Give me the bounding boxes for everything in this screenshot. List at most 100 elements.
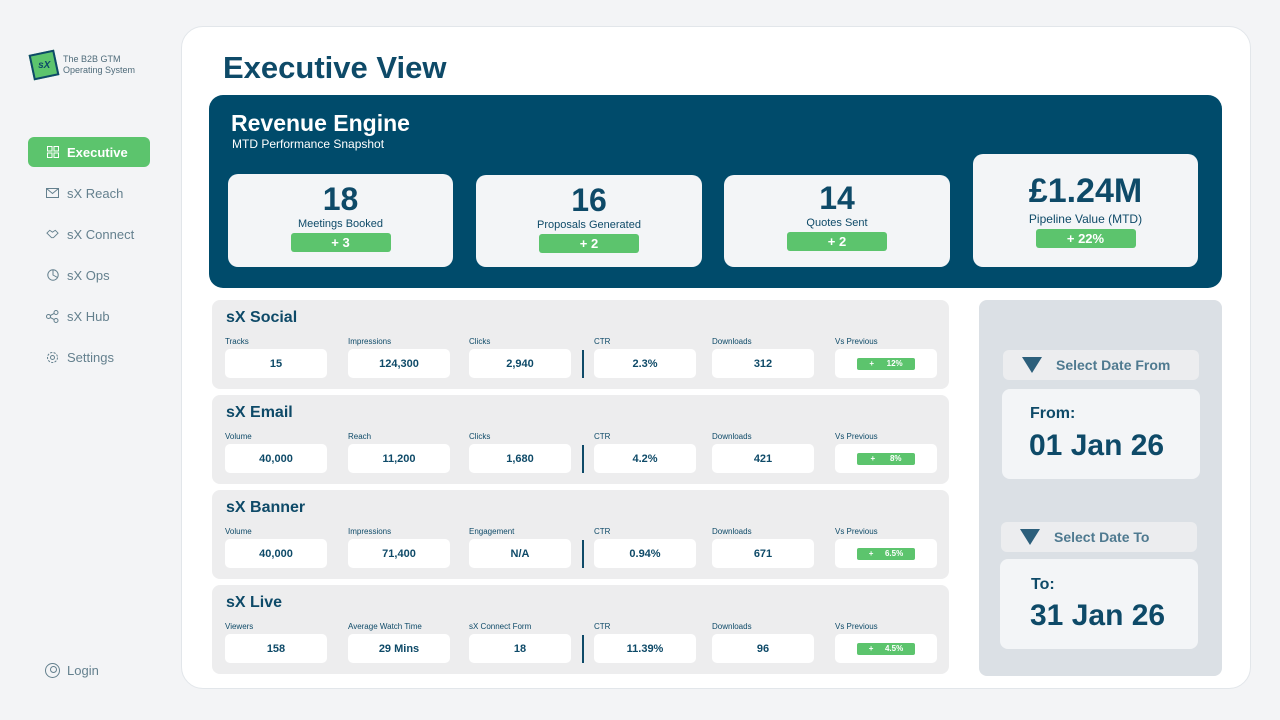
metric-label: Impressions: [348, 337, 392, 346]
metric-value: 312: [712, 349, 814, 378]
metric-label: CTR: [594, 527, 611, 536]
metric-label: Vs Previous: [835, 337, 878, 346]
triangle-down-icon: [1020, 529, 1040, 545]
metric-label: Downloads: [712, 432, 752, 441]
metric-col: CTR 0.94%: [594, 527, 696, 568]
metric-value: N/A: [469, 539, 571, 568]
metric-col: CTR 11.39%: [594, 622, 696, 663]
kpi-value: £1.24M: [1028, 172, 1143, 210]
date-from-value: 01 Jan 26: [1029, 429, 1165, 462]
metric-label: Impressions: [348, 527, 392, 536]
metric-col: Volume 40,000: [225, 432, 327, 473]
share-icon: [46, 309, 59, 323]
metric-col: CTR 4.2%: [594, 432, 696, 473]
kpi-card-pipeline: £1.24M Pipeline Value (MTD) + 22%: [973, 154, 1198, 267]
vs-previous-badge: +6.5%: [857, 547, 915, 560]
metric-label: Vs Previous: [835, 622, 878, 631]
metric-value: 124,300: [348, 349, 450, 378]
metric-col: sX Connect Form 18: [469, 622, 571, 663]
logo-mark: sX: [28, 49, 60, 81]
sidebar-item-sx-connect[interactable]: sX Connect: [28, 219, 150, 249]
login-label: Login: [67, 663, 99, 678]
select-date-to-dropdown[interactable]: Select Date To: [1001, 522, 1197, 552]
metric-col: Downloads 421: [712, 432, 814, 473]
metric-col: Vs Previous +6.5%: [835, 527, 937, 568]
metric-value: 40,000: [225, 539, 327, 568]
date-range-panel: Select Date From From: 01 Jan 26 Select …: [979, 300, 1222, 676]
metric-value: 11.39%: [594, 634, 696, 663]
metric-col: Tracks 15: [225, 337, 327, 378]
metric-label: Tracks: [225, 337, 249, 346]
vs-previous-badge: +4.5%: [857, 642, 915, 655]
vs-previous-cell: +4.5%: [835, 634, 937, 663]
sidebar-item-sx-ops[interactable]: sX Ops: [28, 260, 150, 290]
metric-value: 2,940: [469, 349, 571, 378]
kpi-card-proposals: 16 Proposals Generated + 2: [476, 175, 702, 267]
vs-previous-cell: +8%: [835, 444, 937, 473]
metric-label: Clicks: [469, 337, 491, 346]
kpi-value: 16: [571, 182, 607, 218]
pie-chart-icon: [46, 269, 59, 282]
channel-title: sX Email: [226, 404, 293, 421]
sidebar-nav: Executive sX Reach sX Connect sX Ops sX …: [28, 137, 150, 383]
grid-icon: [46, 146, 59, 159]
kpi-delta-badge: + 2: [539, 234, 639, 253]
metric-label: CTR: [594, 337, 611, 346]
metric-col: Reach 11,200: [348, 432, 450, 473]
user-icon: [45, 663, 60, 678]
handshake-icon: [46, 228, 59, 241]
select-date-to-label: Select Date To: [1054, 529, 1150, 545]
sidebar-item-settings[interactable]: Settings: [28, 342, 150, 372]
select-date-from-label: Select Date From: [1056, 357, 1171, 373]
metric-value: 2.3%: [594, 349, 696, 378]
mail-icon: [46, 187, 59, 200]
metric-label: Vs Previous: [835, 527, 878, 536]
logo-tagline: The B2B GTM Operating System: [63, 54, 136, 75]
metric-label: Volume: [225, 527, 252, 536]
sidebar-item-label: sX Ops: [67, 267, 110, 283]
metric-label: Downloads: [712, 527, 752, 536]
sidebar-item-label: sX Reach: [67, 185, 124, 201]
login-link[interactable]: Login: [45, 663, 99, 678]
sidebar-item-label: sX Connect: [67, 226, 135, 242]
metric-col: Clicks 2,940: [469, 337, 571, 378]
metric-label: Downloads: [712, 622, 752, 631]
date-to-value: 31 Jan 26: [1030, 599, 1166, 632]
triangle-down-icon: [1022, 357, 1042, 373]
metric-value: 71,400: [348, 539, 450, 568]
kpi-card-quotes: 14 Quotes Sent + 2: [724, 175, 950, 267]
vs-previous-badge: +8%: [857, 452, 915, 465]
row-divider: [582, 350, 584, 378]
kpi-delta-badge: + 22%: [1035, 229, 1136, 248]
select-date-from-dropdown[interactable]: Select Date From: [1003, 350, 1199, 380]
metric-label: Engagement: [469, 527, 515, 536]
vs-previous-badge: +12%: [857, 357, 915, 370]
page-title: Executive View: [223, 50, 447, 85]
metric-col: Volume 40,000: [225, 527, 327, 568]
kpi-label: Proposals Generated: [537, 219, 641, 231]
date-from-card: From: 01 Jan 26: [1002, 389, 1200, 479]
metric-label: Vs Previous: [835, 432, 878, 441]
metric-label: Average Watch Time: [348, 622, 422, 631]
metric-value: 421: [712, 444, 814, 473]
metric-value: 671: [712, 539, 814, 568]
kpi-label: Pipeline Value (MTD): [1028, 212, 1143, 226]
metric-col: Impressions 124,300: [348, 337, 450, 378]
date-from-label: From:: [1030, 405, 1076, 422]
metric-col: Downloads 671: [712, 527, 814, 568]
metric-value: 29 Mins: [348, 634, 450, 663]
sidebar-item-executive[interactable]: Executive: [28, 137, 150, 167]
channel-row-live: sX Live Viewers 158 Average Watch Time 29 …: [212, 585, 949, 674]
kpi-label: Quotes Sent: [806, 217, 868, 229]
kpi-label: Meetings Booked: [298, 218, 383, 230]
sidebar-item-sx-hub[interactable]: sX Hub: [28, 301, 150, 331]
metric-col: Impressions 71,400: [348, 527, 450, 568]
sidebar-item-sx-reach[interactable]: sX Reach: [28, 178, 150, 208]
metric-col: Downloads 96: [712, 622, 814, 663]
metric-label: Reach: [348, 432, 372, 441]
channel-row-social: sX Social Tracks 15 Impressions 124,300 Cl…: [212, 300, 949, 389]
sidebar-item-label: Settings: [67, 349, 114, 365]
kpi-card-meetings: 18 Meetings Booked + 3: [228, 174, 453, 267]
revenue-title: Revenue Engine: [231, 110, 410, 136]
sidebar-item-label: sX Hub: [67, 308, 110, 324]
